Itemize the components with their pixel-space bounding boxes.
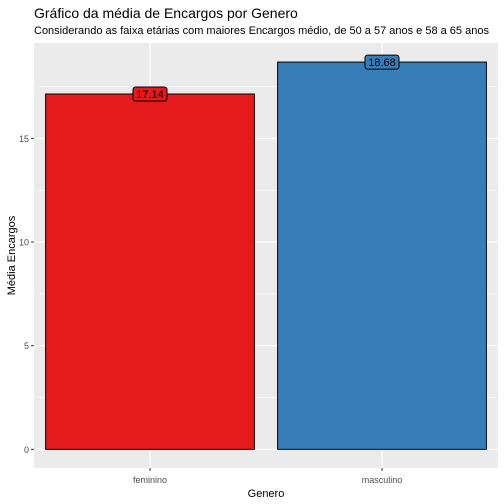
chart-subtitle: Considerando as faixa etárias com maiore…	[34, 25, 489, 37]
chart-title: Gráfico da média de Encargos por Genero	[34, 5, 298, 21]
x-axis: feminino masculino	[133, 468, 402, 485]
data-label-text: 18.68	[368, 57, 396, 69]
data-label-masculino: 18.68	[364, 54, 400, 70]
bar-masculino	[277, 61, 487, 450]
data-label-box	[364, 54, 400, 70]
bars	[45, 61, 487, 450]
data-labels: 17.14 18.68	[132, 54, 400, 102]
y-axis: 0 5 10 15	[19, 134, 34, 455]
x-tick-label: masculino	[362, 475, 403, 485]
y-tick-label: 0	[24, 445, 29, 455]
data-label-text: 17.14	[136, 89, 164, 101]
y-axis-title: Média Encargos	[6, 215, 18, 295]
x-tick-label: feminino	[133, 475, 167, 485]
y-tick-label: 5	[24, 341, 29, 351]
data-label-box	[132, 86, 168, 102]
y-tick-label: 15	[19, 134, 29, 144]
y-tick-label: 10	[19, 238, 29, 248]
data-label-feminino: 17.14	[132, 86, 168, 102]
bar-feminino	[45, 93, 255, 450]
x-axis-title: Genero	[248, 488, 285, 500]
